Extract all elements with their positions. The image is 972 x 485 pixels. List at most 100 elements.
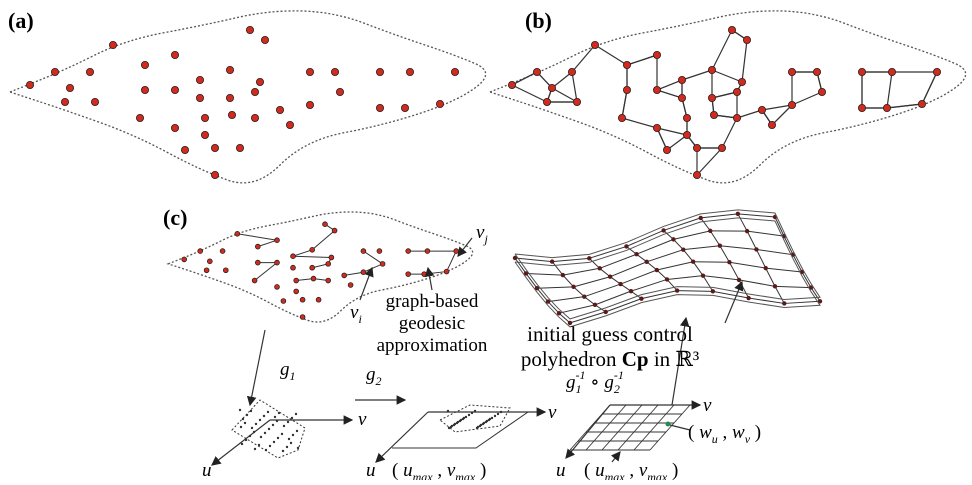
point [406,68,413,75]
edge [458,238,472,256]
point [733,88,740,95]
point [275,238,280,243]
point [332,228,337,233]
sample [283,425,285,427]
sample [451,425,453,427]
edge [424,272,446,275]
edge [729,262,739,280]
vertex [736,212,740,216]
edge [552,88,577,102]
vertex-label: vj [476,222,488,246]
edge [683,250,693,262]
edge [344,272,363,275]
point [436,100,443,107]
domain-outline [490,11,966,183]
point [286,121,293,128]
point [326,261,331,266]
vertex [681,247,685,251]
edge [784,301,820,303]
edge [622,90,627,118]
edge [622,118,657,128]
sample [241,443,243,445]
sup: -1 [576,368,586,382]
edge [237,234,277,240]
axis-label: v [548,402,557,423]
point [201,114,208,121]
point [171,51,178,58]
sample [258,444,260,446]
point [109,41,116,48]
sample [460,419,462,421]
point [573,98,580,105]
point [255,244,260,249]
vertex [737,278,741,282]
base: g [604,372,614,393]
point [261,36,268,43]
edge [697,148,722,175]
text: w [699,422,712,443]
text: max [647,470,668,480]
point [380,261,385,266]
map-label: g1-1 ∘ g2-1 [566,368,624,396]
sample [296,430,298,432]
edge [693,262,703,276]
point [693,171,700,178]
point [653,86,660,93]
text: ) [667,460,678,480]
text: in [649,347,676,371]
point [376,104,383,111]
domain-outline [10,11,486,183]
vertex [727,260,731,264]
edge [802,272,811,288]
sample [447,410,449,412]
sample [500,411,502,413]
vertex [708,229,712,233]
edge [447,251,457,271]
vertex [782,301,786,305]
text: max [413,470,434,480]
point [223,268,228,273]
point [444,269,449,274]
point [300,315,305,320]
edge [512,85,547,102]
sample [489,418,491,420]
vertex-label: vi [350,302,362,326]
text: u [403,460,413,480]
edge [720,246,730,263]
text: u [595,460,605,480]
edge [559,305,595,313]
sample [471,412,473,414]
op: ∘ [586,372,605,393]
sample [263,415,265,417]
point [171,124,178,131]
edge [713,291,749,298]
point [66,84,73,91]
point [294,289,299,294]
point [336,88,343,95]
point [743,36,750,43]
edge [595,45,627,65]
sample [273,441,275,443]
sample [497,413,499,415]
panel-label: (a) [8,8,34,33]
edge [766,268,802,272]
point [342,273,347,278]
edge [626,230,663,246]
caption: initial guess control [527,322,693,346]
sample [295,413,297,415]
edge [641,291,677,299]
base: g [566,372,576,393]
edge [512,72,537,85]
base: g [366,364,376,385]
sample [260,436,262,438]
point [888,68,895,75]
point [211,144,218,151]
sample [457,421,459,423]
sup: -1 [614,368,624,382]
point [653,51,660,58]
edge [775,286,784,303]
vertex [557,311,561,315]
point [618,114,625,121]
edge [600,254,637,268]
sample [274,416,276,418]
